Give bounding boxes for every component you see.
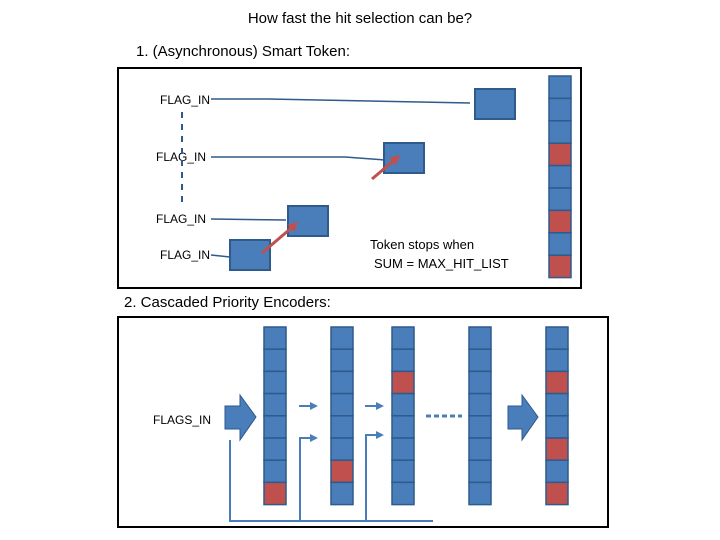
token-register-cell-4-hit bbox=[548, 142, 572, 167]
encoder-4-cell-6 bbox=[468, 437, 492, 461]
token-box-1 bbox=[474, 88, 516, 120]
flag-in-label-2: FLAG_IN bbox=[156, 150, 207, 164]
token-stop-note-line2: SUM = MAX_HIT_LIST bbox=[374, 256, 509, 271]
encoder-1-cell-2 bbox=[263, 348, 287, 373]
output-block-arrow bbox=[507, 393, 539, 442]
encoder-4-cell-7 bbox=[468, 459, 492, 484]
flag-line-3 bbox=[210, 218, 287, 221]
token-box-2 bbox=[383, 142, 425, 174]
encoder-5-cell-2 bbox=[545, 348, 569, 373]
encoder-4-cell-2 bbox=[468, 348, 492, 373]
encoder-4-cell-8 bbox=[468, 481, 492, 506]
encoder-3-cell-7 bbox=[391, 459, 415, 484]
encoder-2-cell-8 bbox=[330, 481, 354, 506]
encoder-4-cell-5 bbox=[468, 415, 492, 439]
token-register-cell-9-hit bbox=[548, 254, 572, 279]
feedback-line-1 bbox=[299, 434, 318, 521]
token-register-cell-5 bbox=[548, 164, 572, 189]
encoder-2-cell-5 bbox=[330, 415, 354, 439]
encoder-1-cell-5 bbox=[263, 415, 287, 439]
encoder-5-cell-8-hit bbox=[545, 481, 569, 506]
token-move-arrow-1 bbox=[261, 222, 299, 255]
encoder-2-cell-4 bbox=[330, 392, 354, 417]
encoder-1-cell-7 bbox=[263, 459, 287, 484]
flag-in-label-4: FLAG_IN bbox=[160, 248, 211, 262]
encoder-5-cell-1 bbox=[545, 326, 569, 350]
flag-in-label-1: FLAG_IN bbox=[160, 93, 211, 107]
token-box-4 bbox=[229, 239, 271, 271]
encoder-5-cell-7 bbox=[545, 459, 569, 484]
encoder-5-cell-6-hit bbox=[545, 437, 569, 461]
token-box-3 bbox=[287, 205, 329, 237]
token-stop-note-line1: Token stops when bbox=[370, 237, 475, 252]
token-register-cell-6 bbox=[548, 187, 572, 212]
flag-line-2 bbox=[211, 156, 386, 161]
encoder-3-cell-4 bbox=[391, 392, 415, 417]
encoder-3-cell-2 bbox=[391, 348, 415, 373]
smart-token-heading: 1. (Asynchronous) Smart Token: bbox=[136, 43, 350, 60]
encoder-1-cell-3 bbox=[263, 370, 287, 395]
flag-in-label-3: FLAG_IN bbox=[156, 212, 207, 226]
encoder-5-cell-3-hit bbox=[545, 370, 569, 395]
encoder-1-cell-4 bbox=[263, 392, 287, 417]
encoder-3-cell-1 bbox=[391, 326, 415, 350]
encoder-3-cell-8 bbox=[391, 481, 415, 506]
encoder-2-cell-3 bbox=[330, 370, 354, 395]
encoder-5-cell-4 bbox=[545, 392, 569, 417]
token-register-cell-7-hit bbox=[548, 209, 572, 234]
smart-token-frame bbox=[117, 67, 582, 289]
encoder-3-cell-6 bbox=[391, 437, 415, 461]
priority-encoders-heading: 2. Cascaded Priority Encoders: bbox=[124, 294, 331, 311]
token-move-arrow-2 bbox=[371, 155, 401, 181]
encoder-1-cell-6 bbox=[263, 437, 287, 461]
token-register-cell-8 bbox=[548, 232, 572, 256]
encoder-4-cell-3 bbox=[468, 370, 492, 395]
feedback-bus bbox=[229, 440, 433, 522]
encoder-2-cell-1 bbox=[330, 326, 354, 350]
encoder-1-cell-8-hit bbox=[263, 481, 287, 506]
encoder-4-cell-4 bbox=[468, 392, 492, 417]
encoder-2-cell-2 bbox=[330, 348, 354, 373]
encoder-3-cell-5 bbox=[391, 415, 415, 439]
token-register-cell-2 bbox=[548, 97, 572, 122]
flags-in-block-arrow bbox=[224, 393, 257, 442]
flag-line-4 bbox=[210, 254, 231, 258]
flags-in-label: FLAGS_IN bbox=[153, 413, 212, 427]
slide-title: How fast the hit selection can be? bbox=[247, 10, 473, 27]
encoder-4-cell-1 bbox=[468, 326, 492, 350]
encoder-1-cell-1 bbox=[263, 326, 287, 350]
encoder-2-cell-6 bbox=[330, 437, 354, 461]
encoder-5-cell-5 bbox=[545, 415, 569, 439]
token-register-cell-3 bbox=[548, 120, 572, 144]
priority-encoders-frame bbox=[117, 316, 609, 528]
feedback-line-2 bbox=[365, 431, 384, 521]
token-register-cell-1 bbox=[548, 75, 572, 100]
encoder-2-cell-7-hit bbox=[330, 459, 354, 484]
flag-line-1 bbox=[211, 98, 471, 104]
encoder-3-cell-3-hit bbox=[391, 370, 415, 395]
